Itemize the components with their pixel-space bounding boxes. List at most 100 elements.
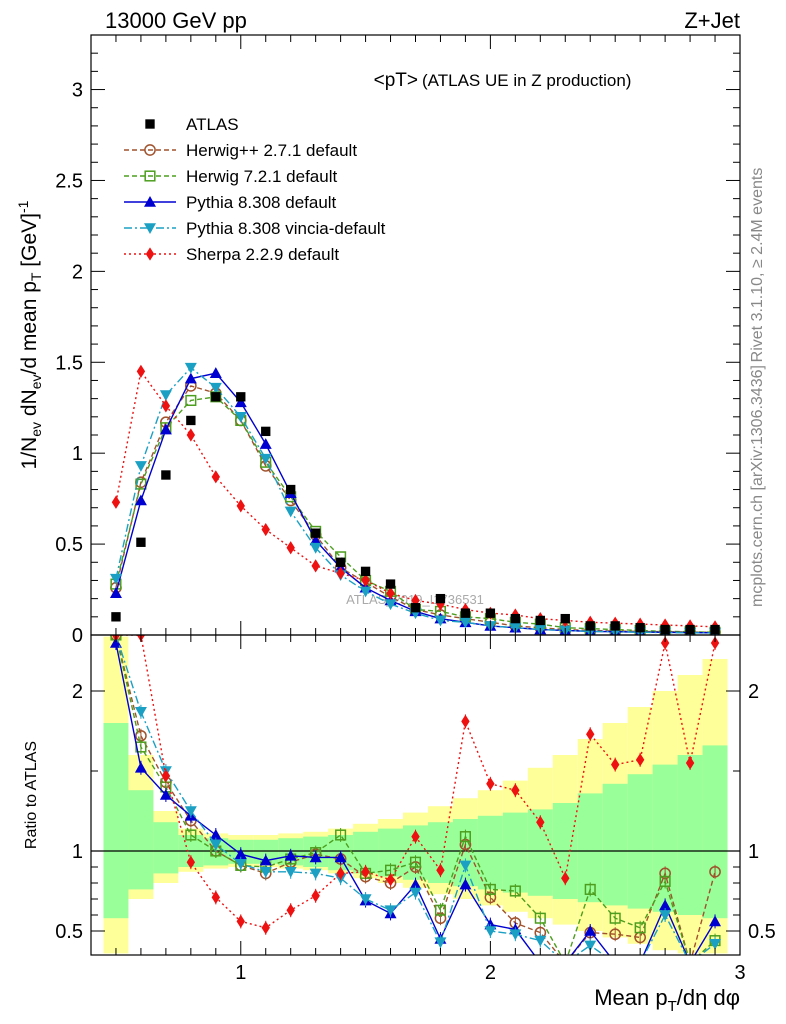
ratio-point-s2-4 [209, 829, 222, 840]
ratio-point-s1-17 [534, 912, 546, 924]
main-point-s3-1 [134, 461, 147, 472]
data-point-5 [236, 392, 246, 402]
ratio-tick-label: 0.5 [55, 921, 83, 943]
ratio-point-s3-3 [184, 806, 197, 817]
legend-label-2: Pythia 8.308 default [186, 193, 337, 212]
chart-subtitle: (ATLAS UE in Z production) [422, 71, 631, 90]
ratio-point-s2-12 [409, 878, 422, 890]
legend-marker-0 [144, 144, 156, 156]
ratio-point-s2-22 [659, 899, 672, 911]
ratio-point-s4-2 [161, 769, 171, 783]
data-point-17 [535, 615, 545, 626]
data-point-4 [211, 392, 221, 402]
y-tick-label: 1 [72, 443, 83, 465]
ratio-point-s2-5 [234, 848, 247, 859]
ratio-band-inner-15 [477, 815, 503, 890]
main-point-s3-2 [159, 390, 172, 401]
ratio-point-s4-20 [610, 758, 620, 772]
ratio-band-inner-22 [652, 764, 678, 912]
ratio-point-s3-10 [359, 894, 372, 905]
ratio-tick-label: 2 [72, 681, 83, 703]
ratio-point-s4-13 [436, 863, 445, 877]
main-point-s1-1 [135, 478, 147, 490]
data-point-20 [610, 621, 620, 631]
main-point-s3-11 [384, 599, 397, 611]
ratio-point-s3-1 [134, 707, 147, 718]
ratio-point-s1-20 [609, 912, 621, 924]
ratio-point-s4-19 [586, 727, 595, 741]
data-point-21 [635, 623, 645, 633]
main-point-s4-0 [111, 495, 121, 509]
data-point-18 [560, 613, 570, 624]
ratio-point-s3-11 [384, 905, 397, 917]
main-point-s1-3 [185, 394, 197, 407]
data-point-1 [136, 537, 146, 547]
ratio-point-s3-24 [709, 939, 722, 950]
ratio-point-s4-4 [211, 890, 221, 904]
main-point-s4-8 [311, 559, 320, 573]
main-point-s3-7 [284, 506, 297, 518]
main-point-s3-10 [359, 586, 372, 598]
main-point-s4-9 [336, 566, 345, 580]
main-point-s2-3 [184, 372, 197, 384]
data-point-10 [360, 566, 371, 577]
main-point-s2-6 [259, 438, 272, 449]
data-point-3 [186, 415, 196, 426]
ratio-point-s3-22 [659, 910, 672, 921]
ratio-point-s2-1 [134, 761, 147, 773]
ratio-band-inner-0 [103, 723, 129, 919]
main-point-s3-13 [434, 615, 447, 627]
legend-marker-1 [144, 170, 156, 182]
chart-title: <pT> [374, 70, 418, 91]
legend-label-0: Herwig++ 2.7.1 default [186, 141, 357, 160]
process-label: Z+Jet [684, 8, 740, 33]
ratio-point-s3-6 [259, 867, 272, 878]
legend-marker-4 [145, 247, 155, 261]
ratio-band-inner-23 [677, 755, 703, 915]
ratio-point-s3-13 [434, 937, 447, 949]
ratio-point-s4-18 [561, 871, 570, 885]
rivet-label: Rivet 3.1.10, ≥ 2.4M events [749, 168, 766, 363]
mcplots-label: mcplots.cern.ch [arXiv:1306.3436] [749, 365, 766, 607]
ratio-point-s3-14 [459, 860, 472, 872]
ratio-point-s1-19 [584, 883, 596, 895]
legend-entry-series-3: Pythia 8.308 vincia-default [124, 219, 386, 238]
ratio-tick-label-right: 1 [748, 841, 759, 863]
main-point-s4-11 [386, 586, 395, 600]
ratio-point-s0-20 [609, 928, 622, 941]
ratio-point-s4-9 [336, 866, 345, 880]
main-point-s2-1 [134, 494, 147, 506]
ratio-point-s4-3 [186, 855, 196, 869]
ratio-point-s3-12 [409, 887, 422, 899]
main-point-s4-7 [286, 541, 295, 555]
legend-entry-series-0: Herwig++ 2.7.1 default [124, 141, 357, 160]
axes-layer: 1 2 300.511.522.530.5 0.51 12 2 [55, 34, 776, 984]
ratio-point-s1-22 [659, 875, 671, 887]
main-point-s4-1 [136, 364, 146, 378]
data-point-11 [385, 579, 396, 589]
ratio-band-inner-24 [702, 745, 728, 919]
y-tick-label: 3 [72, 80, 83, 102]
ratio-point-s4-15 [486, 777, 495, 791]
ratio-band-inner-2 [153, 822, 179, 874]
data-point-0 [111, 612, 121, 622]
ratio-point-s1-13 [434, 904, 447, 916]
main-point-s4-12 [411, 593, 420, 608]
x-tick-label: 2 [485, 962, 496, 984]
ratio-point-s1-14 [459, 831, 471, 843]
legend-marker-3 [144, 223, 156, 234]
ratio-point-s2-19 [584, 925, 597, 936]
legend-entry-series-1: Herwig 7.2.1 default [124, 167, 337, 186]
data-point-16 [510, 613, 521, 624]
ratio-point-s4-17 [536, 815, 545, 829]
ratio-point-s0-24 [709, 865, 721, 878]
legend-label-data: ATLAS [186, 115, 239, 134]
ratio-point-s4-5 [236, 914, 245, 928]
ratio-point-s2-14 [459, 878, 472, 890]
main-point-s3-14 [459, 617, 472, 629]
ratio-point-s3-17 [534, 935, 547, 947]
ratio-point-s3-4 [209, 839, 222, 851]
y-tick-label: 0.5 [55, 534, 83, 556]
main-point-s4-2 [161, 399, 171, 413]
